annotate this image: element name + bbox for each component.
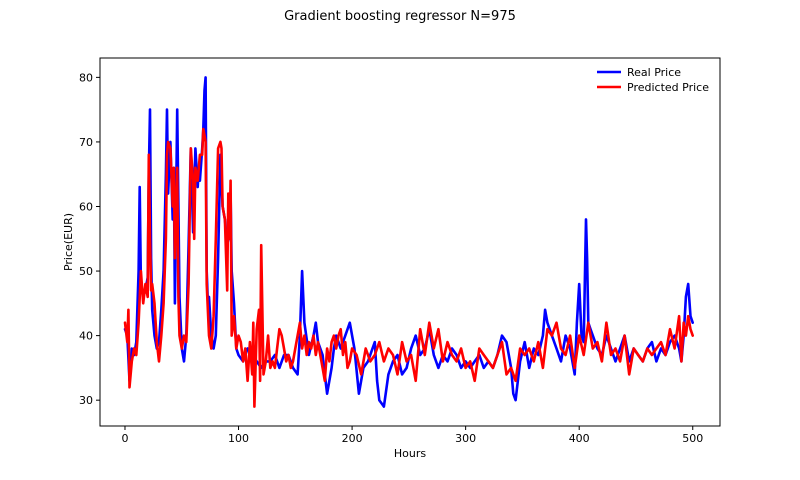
y-axis-label: Price(EUR) [62, 213, 75, 271]
y-tick-label: 30 [79, 394, 93, 407]
chart-title: Gradient boosting regressor N=975 [284, 9, 516, 24]
x-tick-label: 500 [682, 432, 703, 445]
y-tick-label: 80 [79, 71, 93, 84]
x-tick-label: 300 [455, 432, 476, 445]
series-line-predicted-price [123, 127, 694, 408]
legend-label-real-price: Real Price [627, 66, 681, 79]
x-tick-label: 0 [121, 432, 128, 445]
x-tick-label: 400 [569, 432, 590, 445]
x-tick-label: 200 [342, 432, 363, 445]
plot-frame [99, 57, 721, 427]
y-tick-label: 60 [79, 200, 93, 213]
legend: Real Price Predicted Price [597, 66, 709, 94]
y-axis-ticks: 30 40 50 60 70 80 [79, 71, 100, 407]
y-tick-label: 40 [79, 330, 93, 343]
y-tick-label: 50 [79, 265, 93, 278]
x-tick-label: 100 [228, 432, 249, 445]
x-axis-ticks: 0 100 200 300 400 500 [121, 426, 703, 445]
legend-label-predicted-price: Predicted Price [627, 81, 709, 94]
y-tick-label: 70 [79, 136, 93, 149]
plot-area [123, 76, 694, 408]
x-axis-label: Hours [394, 447, 426, 460]
